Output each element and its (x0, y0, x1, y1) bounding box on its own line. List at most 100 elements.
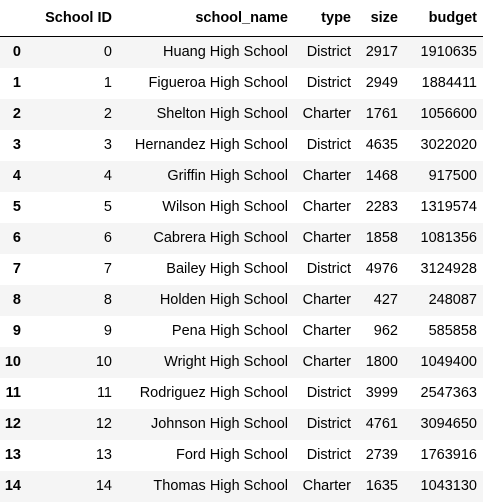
cell-school-id: 10 (95, 354, 112, 370)
cell-type: Charter (302, 168, 351, 184)
cell-budget: 1319574 (420, 199, 477, 215)
cell-size: 1858 (365, 230, 398, 246)
cell-type: District (306, 137, 351, 153)
cell-budget: 1884411 (421, 75, 477, 91)
cell-school-id: 12 (95, 416, 112, 432)
cell-budget: 1763916 (420, 447, 477, 463)
header-type: type (294, 0, 357, 37)
cell-type: District (306, 447, 351, 463)
row-index: 14 (4, 478, 21, 494)
cell-type: Charter (302, 292, 351, 308)
cell-type: Charter (302, 478, 351, 494)
cell-budget: 1081356 (420, 230, 477, 246)
cell-size: 1635 (365, 478, 398, 494)
table-row: 6 6 Cabrera High School Charter 1858 1081356 (0, 222, 483, 254)
cell-budget: 248087 (428, 292, 477, 308)
cell-size: 962 (373, 323, 398, 339)
cell-school-id: 11 (96, 385, 112, 401)
cell-type: District (306, 261, 351, 277)
row-index: 4 (12, 168, 21, 184)
cell-school-id: 14 (95, 478, 112, 494)
cell-budget: 3094650 (420, 416, 477, 432)
table-row: 8 8 Holden High School Charter 427 248087 (0, 284, 483, 316)
cell-school-name: Thomas High School (153, 478, 288, 494)
cell-school-name: Rodriguez High School (139, 385, 288, 401)
cell-school-name: Shelton High School (156, 106, 288, 122)
cell-school-id: 2 (103, 106, 112, 122)
cell-school-id: 9 (103, 323, 112, 339)
cell-type: District (306, 385, 351, 401)
cell-size: 2949 (365, 75, 398, 91)
cell-type: District (306, 75, 351, 91)
row-index: 0 (12, 44, 21, 61)
cell-budget: 2547363 (420, 385, 477, 401)
row-index: 11 (5, 385, 21, 401)
cell-type: Charter (302, 323, 351, 339)
cell-school-name: Wright High School (164, 354, 288, 370)
row-index: 10 (4, 354, 21, 370)
cell-size: 3999 (365, 385, 398, 401)
cell-school-id: 3 (103, 137, 112, 153)
table-row: 7 7 Bailey High School District 4976 3124928 (0, 253, 483, 285)
table-header: School ID school_name type size budget (0, 0, 483, 37)
cell-school-id: 13 (95, 447, 112, 463)
row-index: 5 (12, 199, 21, 215)
table-body: 0 0 Huang High School District 2917 1910635 1 1… (0, 36, 483, 502)
cell-budget: 1910635 (420, 44, 477, 61)
cell-school-name: Johnson High School (150, 416, 288, 432)
cell-school-name: Ford High School (175, 447, 288, 463)
table-row: 3 3 Hernandez High School District 4635 30220… (0, 129, 483, 161)
cell-school-name: Hernandez High School (134, 137, 288, 153)
table-row: 2 2 Shelton High School Charter 1761 1056600 (0, 98, 483, 130)
cell-school-name: Huang High School (163, 44, 288, 61)
cell-type: Charter (302, 354, 351, 370)
table-row: 1 1 Figueroa High School District 2949 188441… (0, 67, 483, 99)
table-row: 12 12 Johnson High School District 4761 30946… (0, 408, 483, 440)
row-index: 13 (4, 447, 21, 463)
header-row: School ID school_name type size budget (0, 0, 483, 37)
cell-budget: 3124928 (420, 261, 477, 277)
cell-budget: 1056600 (420, 106, 477, 122)
cell-school-id: 8 (103, 292, 112, 308)
cell-size: 2283 (365, 199, 398, 215)
cell-type: Charter (302, 230, 351, 246)
cell-size: 1800 (365, 354, 398, 370)
cell-budget: 917500 (428, 168, 477, 184)
table-row: 5 5 Wilson High School Charter 2283 1319574 (0, 191, 483, 223)
cell-size: 1761 (365, 106, 398, 122)
row-index: 8 (12, 292, 21, 308)
cell-type: Charter (302, 106, 351, 122)
cell-size: 427 (373, 292, 398, 308)
row-index: 3 (12, 137, 21, 153)
cell-school-name: Bailey High School (166, 261, 288, 277)
row-index: 1 (12, 75, 21, 91)
table-row: 10 10 Wright High School Charter 1800 1049400 (0, 346, 483, 378)
cell-school-name: Holden High School (159, 292, 288, 308)
header-school-name: school_name (118, 0, 294, 37)
cell-budget: 1043130 (420, 478, 477, 494)
cell-budget: 1049400 (420, 354, 477, 370)
header-index (0, 0, 27, 37)
cell-size: 1468 (365, 168, 398, 184)
table-row: 14 14 Thomas High School Charter 1635 1043130 (0, 470, 483, 502)
cell-size: 4761 (365, 416, 398, 432)
cell-budget: 585858 (428, 323, 477, 339)
cell-school-id: 4 (103, 168, 112, 184)
table-row: 13 13 Ford High School District 2739 1763916 (0, 439, 483, 471)
table-row: 11 11 Rodriguez High School District 3999 254… (0, 377, 483, 409)
cell-type: Charter (302, 199, 351, 215)
cell-school-id: 1 (103, 75, 112, 91)
cell-school-id: 7 (103, 261, 112, 277)
header-budget: budget (404, 0, 483, 37)
table-row: 0 0 Huang High School District 2917 1910635 (0, 36, 483, 68)
cell-school-name: Pena High School (171, 323, 288, 339)
cell-school-id: 6 (103, 230, 112, 246)
row-index: 7 (12, 261, 21, 277)
cell-size: 4976 (365, 261, 398, 277)
cell-size: 4635 (365, 137, 398, 153)
cell-school-name: Wilson High School (162, 199, 288, 215)
cell-school-name: Griffin High School (167, 168, 288, 184)
cell-school-name: Cabrera High School (153, 230, 288, 246)
cell-type: District (306, 44, 351, 61)
